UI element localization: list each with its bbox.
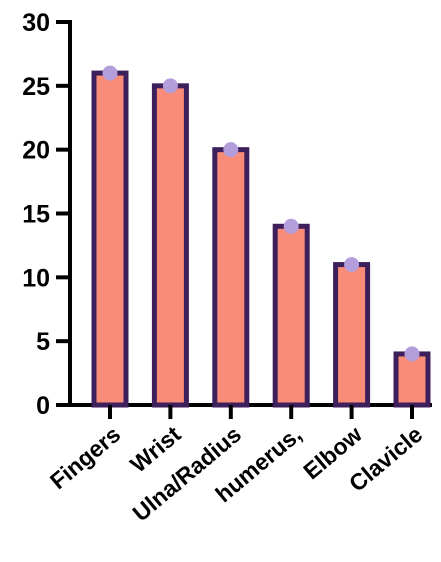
data-points bbox=[102, 65, 420, 362]
y-tick-label: 15 bbox=[22, 201, 50, 229]
data-point bbox=[223, 142, 239, 158]
data-point bbox=[344, 257, 360, 273]
bar-fingers bbox=[91, 70, 129, 408]
x-axis-ticks: Fingers WristUlna/Radiushumerus,ElbowClav… bbox=[45, 405, 427, 526]
data-point bbox=[283, 218, 299, 234]
bar-clavicle bbox=[393, 351, 431, 408]
y-axis-ticks: 0 5 10 15 20 25 30 bbox=[22, 9, 70, 420]
y-tick-label: 0 bbox=[36, 392, 50, 420]
bar-humerus bbox=[272, 223, 310, 408]
bars bbox=[91, 70, 431, 408]
y-tick-label: 20 bbox=[22, 137, 50, 165]
y-tick-label: 25 bbox=[22, 73, 50, 101]
y-tick-label: 5 bbox=[36, 328, 50, 356]
y-tick-label: 30 bbox=[22, 9, 50, 37]
data-point bbox=[102, 65, 118, 81]
bar-wrist bbox=[151, 83, 189, 408]
bar-ulna-radius bbox=[212, 147, 250, 408]
x-category-label: Fingers bbox=[45, 421, 125, 494]
data-point bbox=[404, 346, 420, 362]
data-point bbox=[162, 78, 178, 94]
y-tick-label: 10 bbox=[22, 264, 50, 292]
bar-elbow bbox=[333, 262, 371, 408]
